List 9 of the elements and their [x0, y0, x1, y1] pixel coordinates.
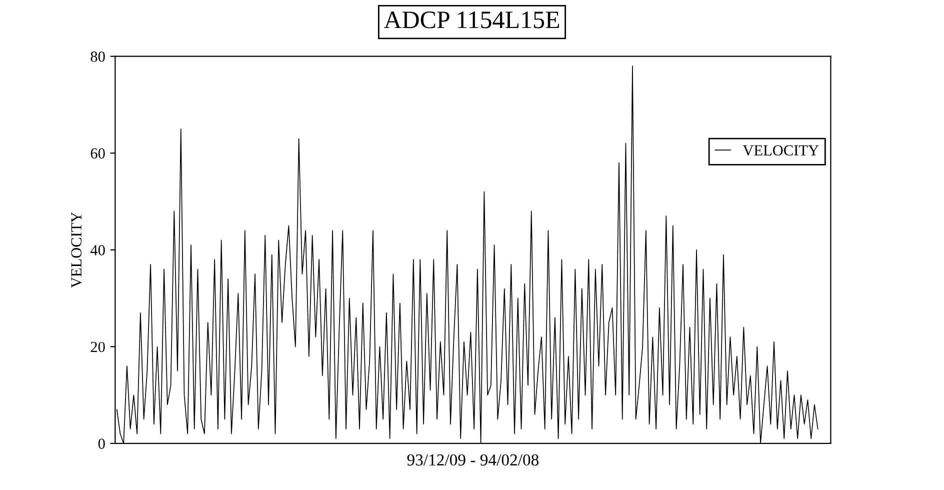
chart-title: ADCP 1154L15E [384, 12, 560, 28]
legend-label: VELOCITY [742, 145, 819, 156]
y-tick-label: 20 [90, 342, 105, 352]
y-tick-label: 80 [90, 51, 105, 62]
x-axis-title: 93/12/09 - 94/02/08 [407, 454, 539, 466]
y-tick-label: 60 [90, 148, 105, 159]
y-axis-title: VELOCITY [71, 212, 82, 288]
y-tick-label: 0 [98, 438, 105, 449]
y-tick-label: 40 [90, 245, 105, 256]
